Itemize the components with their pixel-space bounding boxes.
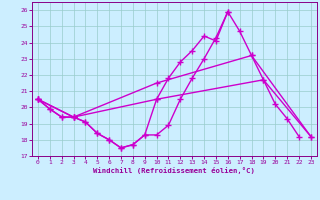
X-axis label: Windchill (Refroidissement éolien,°C): Windchill (Refroidissement éolien,°C) (93, 167, 255, 174)
